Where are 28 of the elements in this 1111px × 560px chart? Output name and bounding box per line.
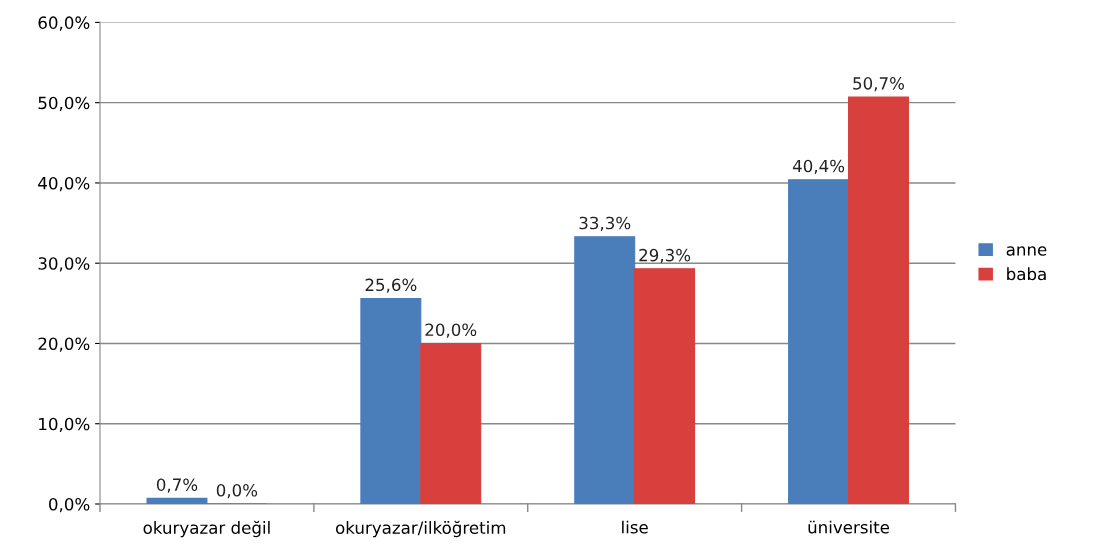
y-tick-label: 60,0% [38,16,90,31]
legend-label: anne [1006,246,1047,256]
data-label: 50,7% [853,77,905,92]
legend-label: baba [1007,267,1046,281]
y-tick-label: 40,0% [38,176,90,192]
x-tick-label: okuryazar değil [143,520,270,538]
data-label: 33,3% [579,216,631,232]
x-tick-label: üniversite [808,520,890,534]
x-tick-label: lise [622,520,648,534]
bar [146,497,208,504]
bar [634,268,696,504]
data-label: 40,4% [792,159,845,175]
bar [847,96,909,504]
y-tick-label: 20,0% [38,337,90,352]
bar [360,297,422,504]
bar [788,179,850,504]
data-label: 20,0% [425,323,477,338]
data-label: 0,7% [156,478,198,493]
bar [574,236,636,504]
data-label: 25,6% [365,278,417,293]
y-tick-label: 30,0% [38,257,90,272]
y-tick-label: 0,0% [49,497,90,513]
bar [420,342,482,504]
x-tick-label: okuryazar/ilköğretim [335,520,506,538]
y-tick-label: 50,0% [38,96,90,111]
data-label: 29,3% [639,248,691,264]
data-label: 0,0% [216,484,258,499]
y-tick-label: 10,0% [39,417,90,432]
